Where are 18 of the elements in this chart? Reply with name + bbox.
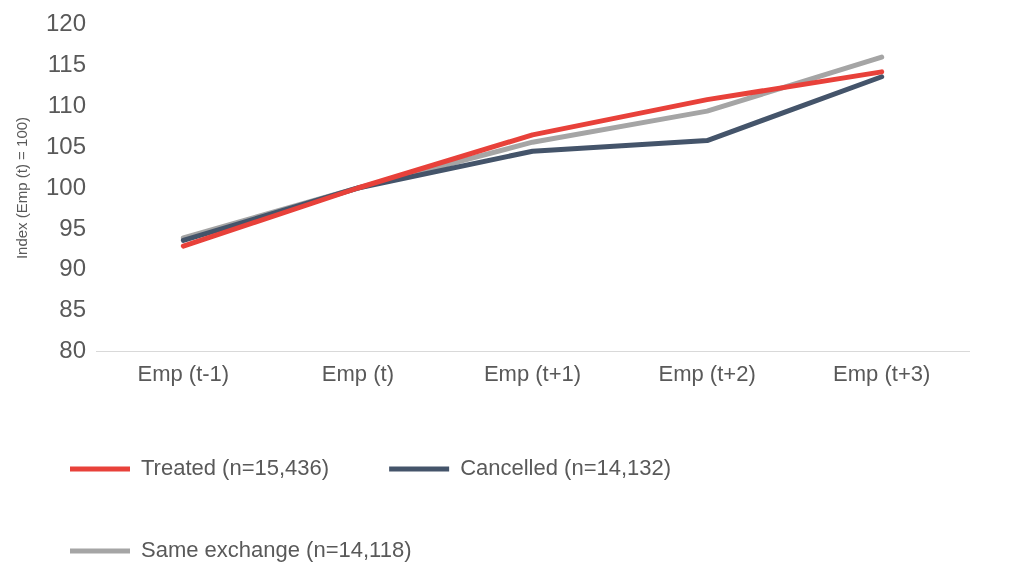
y-tick-label: 110 [47, 90, 87, 118]
x-tick-label: Emp (t+3) [833, 360, 931, 386]
x-tick-label: Emp (t+2) [658, 360, 756, 386]
y-tick-label: 100 [46, 172, 87, 200]
y-tick-label: 90 [59, 254, 87, 282]
y-axis-title: Index (Emp (t) = 100) [13, 116, 31, 260]
x-tick-label: Emp (t-1) [137, 360, 230, 386]
x-tick-label: Emp (t+1) [483, 360, 582, 386]
legend-label: Treated (n=15,436) [141, 455, 330, 481]
y-tick-label: 85 [59, 295, 87, 323]
y-tick-label: 105 [46, 131, 87, 159]
y-tick-label: 95 [59, 213, 87, 241]
x-tick-label: Emp (t) [321, 360, 394, 386]
y-tick-label: 80 [59, 336, 87, 364]
y-tick-label: 120 [46, 9, 87, 37]
legend-label: Same exchange (n=14,118) [141, 537, 412, 563]
y-tick-label: 115 [47, 49, 87, 77]
legend-label: Cancelled (n=14,132) [460, 455, 672, 481]
